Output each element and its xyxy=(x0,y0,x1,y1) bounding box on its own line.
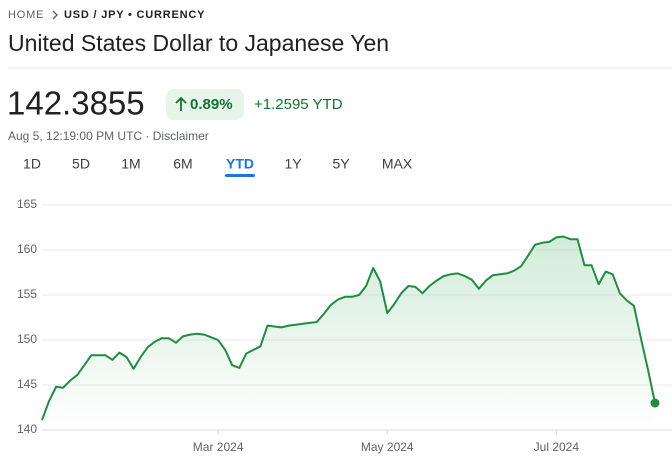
x-tick-label: May 2024 xyxy=(361,440,414,454)
y-tick-label: 155 xyxy=(17,287,37,301)
range-tab[interactable]: YTD xyxy=(226,156,254,172)
price-line xyxy=(41,235,656,421)
x-tick-label: Jul 2024 xyxy=(534,440,580,454)
y-tick-label: 160 xyxy=(17,242,37,256)
timestamp: Aug 5, 12:19:00 PM UTC · Disclaimer xyxy=(8,129,209,143)
change-percent: 0.89% xyxy=(190,96,233,113)
y-tick-label: 145 xyxy=(17,377,37,391)
price: 142.3855 xyxy=(7,85,145,122)
page-title: United States Dollar to Japanese Yen xyxy=(8,30,389,56)
range-tabs: 1D 5D 1M 6M YTD 1Y 5Y MAX xyxy=(23,156,413,177)
range-tab[interactable]: 1D xyxy=(23,156,41,172)
y-tick-label: 150 xyxy=(17,332,37,346)
area-fill xyxy=(42,236,655,430)
range-tab[interactable]: 1Y xyxy=(284,156,302,172)
chart: 140 145 150 155 160 165 Mar 2024 May 2024 Jul 20… xyxy=(17,197,672,454)
range-tab[interactable]: 5Y xyxy=(332,156,350,172)
range-tab[interactable]: 6M xyxy=(173,156,192,172)
selected-tab-underline xyxy=(225,174,255,177)
breadcrumb-chevron xyxy=(52,10,58,20)
latest-point xyxy=(650,398,660,408)
range-tab[interactable]: 5D xyxy=(72,156,90,172)
y-tick-label: 140 xyxy=(17,422,37,436)
range-tab[interactable]: MAX xyxy=(382,156,413,172)
breadcrumb-home[interactable]: HOME xyxy=(8,9,44,21)
x-tick-label: Mar 2024 xyxy=(193,440,244,454)
change-chip xyxy=(166,89,244,120)
y-tick-label: 165 xyxy=(17,197,37,211)
up-arrow xyxy=(175,96,187,111)
ytd-change: +1.2595 YTD xyxy=(254,96,343,113)
range-tab[interactable]: 1M xyxy=(121,156,140,172)
breadcrumb-current: USD / JPY • CURRENCY xyxy=(64,9,205,21)
